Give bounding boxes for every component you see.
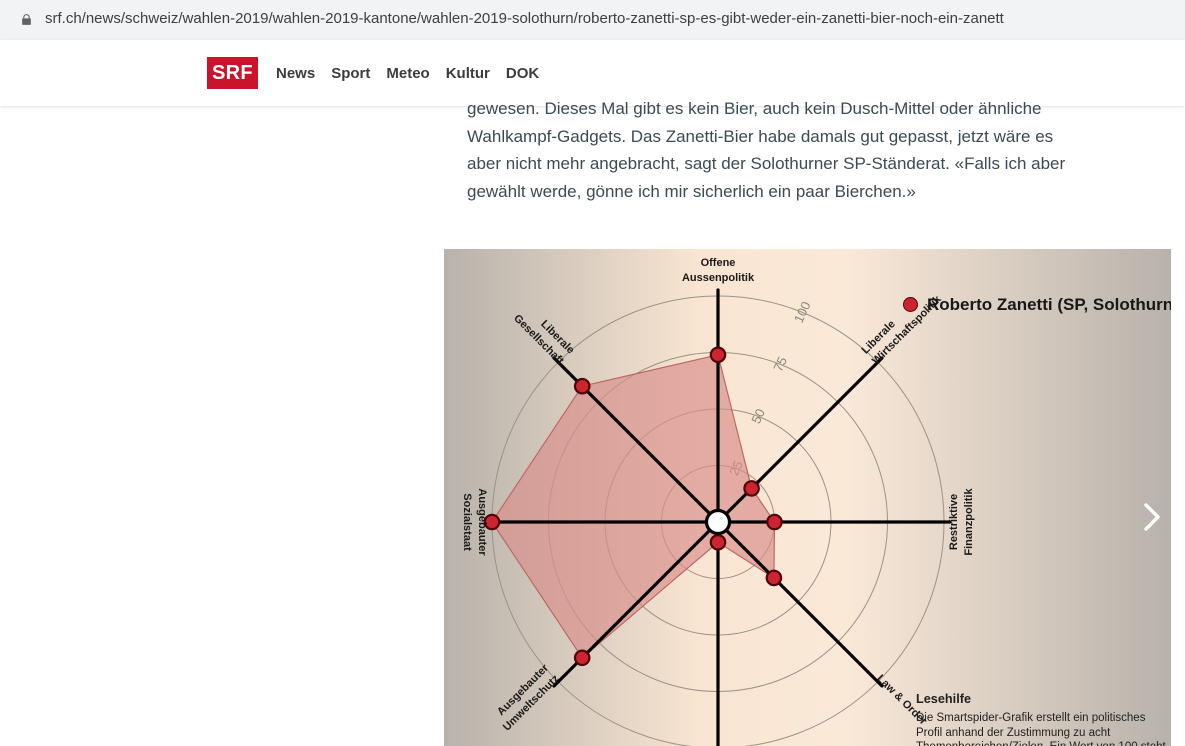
svg-text:AusgebauterSozialstaat: AusgebauterSozialstaat [461, 488, 488, 556]
svg-text:50: 50 [748, 406, 768, 425]
svg-text:AusgebauterUmweltschutz: AusgebauterUmweltschutz [490, 662, 562, 734]
svg-text:100: 100 [791, 299, 814, 325]
svg-text:LiberaleGesellschaft: LiberaleGesellschaft [511, 302, 577, 368]
svg-text:75: 75 [770, 354, 790, 373]
